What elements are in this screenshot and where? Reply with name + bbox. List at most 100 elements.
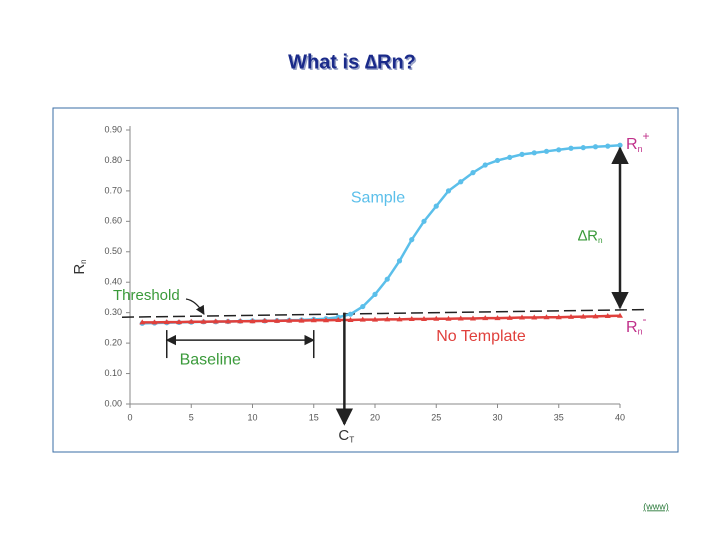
x-tick-label: 20 (370, 412, 380, 422)
data-point (494, 157, 501, 164)
data-point (507, 154, 513, 160)
data-point (445, 315, 452, 321)
data-point (531, 314, 538, 320)
x-tick-label: 25 (431, 412, 441, 422)
data-point (519, 151, 525, 157)
data-point (261, 317, 268, 323)
rn-plus-label-sup: + (642, 129, 649, 143)
ct-label-sub: T (349, 436, 354, 445)
data-point (617, 142, 623, 148)
x-tick-label: 30 (492, 412, 502, 422)
data-point (568, 313, 574, 319)
data-point (470, 315, 476, 321)
delta-label: ∆Rn (578, 228, 603, 246)
y-tick-label: 0.80 (104, 155, 122, 165)
x-tick-label: 0 (127, 412, 132, 422)
data-point (470, 170, 476, 176)
data-point (421, 218, 427, 224)
y-axis-label: Rn (71, 259, 88, 274)
data-point (604, 313, 611, 319)
data-point (605, 143, 611, 149)
data-point (237, 318, 244, 324)
x-tick-label: 5 (189, 412, 194, 422)
data-point (433, 203, 439, 209)
data-point (457, 315, 464, 321)
data-point (494, 315, 501, 321)
data-point (396, 316, 403, 322)
data-point (163, 319, 170, 325)
data-point (249, 318, 256, 324)
data-point (531, 150, 537, 156)
data-point (139, 319, 146, 325)
y-tick-label: 0.40 (104, 277, 122, 287)
data-point (421, 316, 427, 322)
title-shadow: What is ∆Rn? (290, 53, 418, 75)
data-point (506, 314, 513, 320)
y-tick-label: 0.60 (104, 216, 122, 226)
y-tick-label: 0.10 (104, 368, 122, 378)
data-point (347, 316, 354, 322)
data-point (323, 317, 329, 323)
data-point (372, 291, 378, 297)
data-point (408, 316, 415, 322)
data-point (482, 315, 489, 321)
y-tick-label: 0.90 (104, 124, 122, 134)
data-point (310, 317, 317, 323)
chart-title: What is ∆Rn? (288, 51, 416, 73)
data-point (396, 258, 403, 264)
data-point (176, 319, 182, 325)
data-point (592, 313, 599, 319)
x-tick-label: 35 (554, 412, 564, 422)
rn-minus-label-sup: - (642, 312, 646, 326)
data-point (556, 147, 562, 153)
x-tick-label: 40 (615, 412, 625, 422)
rn-minus-label-sub: n (638, 327, 643, 337)
ct-label: CT (338, 427, 354, 445)
threshold-pointer (185, 298, 205, 315)
data-point (458, 179, 464, 185)
x-tick-label: 10 (247, 412, 257, 422)
y-tick-label: 0.20 (104, 337, 122, 347)
data-point (543, 148, 550, 154)
data-point (482, 162, 488, 168)
threshold-line (121, 308, 645, 318)
data-point (286, 317, 293, 323)
rn-minus-label: Rn- (626, 312, 646, 337)
data-point (445, 188, 452, 194)
ct-label-main: C (338, 427, 349, 444)
data-point (580, 313, 587, 319)
data-point (519, 314, 525, 320)
rn-plus-label-main: R (626, 136, 638, 153)
y-tick-label: 0.50 (104, 246, 122, 256)
y-tick-label: 0.70 (104, 185, 122, 195)
data-point (188, 318, 195, 324)
baseline-label: Baseline (180, 351, 241, 368)
data-point (225, 318, 231, 324)
chart-frame (52, 107, 679, 453)
y-axis-label-sub: n (79, 259, 88, 263)
data-point (543, 314, 550, 320)
delta-label-main: ∆R (578, 228, 598, 245)
data-point (409, 237, 415, 243)
data-point (568, 145, 574, 151)
data-point (212, 318, 219, 324)
data-point (359, 316, 366, 322)
rn-minus-label-main: R (626, 319, 638, 336)
data-point (433, 315, 440, 321)
data-point (298, 317, 305, 323)
series-line (142, 314, 621, 324)
legend-label: No Template (436, 328, 526, 345)
footer-link[interactable]: (www) (643, 501, 669, 511)
data-point (360, 303, 366, 310)
data-point (372, 316, 378, 322)
data-point (274, 317, 280, 323)
x-tick-label: 15 (309, 412, 319, 422)
data-point (151, 319, 158, 325)
threshold-label: Threshold (113, 287, 180, 304)
data-point (555, 314, 562, 320)
data-point (347, 311, 354, 317)
data-point (384, 276, 390, 282)
rn-plus-label-sub: n (638, 144, 643, 154)
legend-label: Sample (351, 190, 405, 207)
